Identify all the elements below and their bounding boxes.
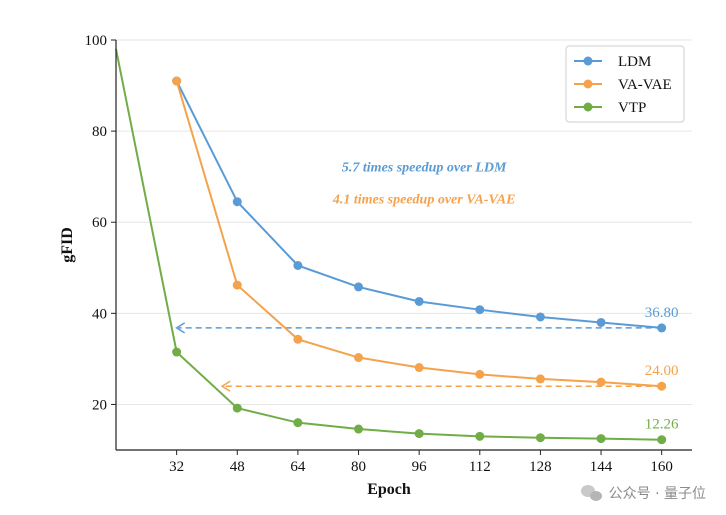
data-point [232, 280, 242, 290]
y-axis-title: gFID [59, 227, 76, 263]
end-value-label: 36.80 [645, 305, 679, 321]
x-tick-label: 112 [469, 459, 491, 475]
watermark: 公众号 · 量子位 [580, 483, 706, 503]
data-point [596, 317, 606, 327]
chart-labels: 5.7 times speedup over LDM 4.1 times spee… [332, 161, 679, 433]
x-tick-label: 144 [590, 459, 613, 475]
data-point [354, 424, 364, 434]
end-value-label: 12.26 [645, 417, 679, 433]
x-tick-label: 32 [169, 459, 184, 475]
data-point [414, 363, 424, 373]
legend-label: LDM [618, 54, 651, 70]
data-point [172, 347, 182, 357]
x-tick-label: 80 [351, 459, 366, 475]
y-tick-label: 40 [92, 306, 107, 322]
wechat-icon [580, 484, 603, 502]
series-line-va-vae [175, 80, 662, 388]
grid-lines [116, 39, 692, 405]
data-point [657, 381, 667, 391]
data-point [475, 431, 485, 441]
speedup-annotation: 4.1 times speedup over VA-VAE [332, 192, 516, 207]
x-tick-label: 128 [529, 459, 552, 475]
y-tick-label: 100 [85, 33, 108, 49]
speedup-arrow-head [175, 322, 186, 334]
speedup-arrows [175, 322, 662, 392]
y-tick-label: 80 [92, 124, 107, 140]
data-point [414, 429, 424, 439]
y-tick-label: 20 [92, 397, 107, 413]
legend-box [565, 45, 685, 123]
legend-swatch-marker [583, 56, 593, 66]
data-point [535, 374, 545, 384]
data-point [475, 369, 485, 379]
data-point [535, 433, 545, 443]
x-tick-label: 48 [230, 459, 245, 475]
legend-swatch-marker [583, 79, 593, 89]
axes: 20 40 60 80 100 32 48 64 80 96 112 128 144 160 Epoch gF… [59, 33, 692, 498]
legend-swatch-marker [583, 102, 593, 112]
series-lines [115, 48, 667, 445]
data-point [232, 197, 242, 207]
data-point [414, 296, 424, 306]
data-point [354, 353, 364, 363]
data-point [232, 403, 242, 413]
data-point [172, 76, 182, 86]
x-tick-label: 160 [650, 459, 673, 475]
data-point [535, 312, 545, 322]
x-tick-label: 96 [412, 459, 428, 475]
legend: LDM VA-VAE VTP [565, 45, 685, 123]
speedup-annotation: 5.7 times speedup over LDM [342, 161, 507, 176]
data-point [354, 282, 364, 292]
data-point [293, 261, 303, 270]
x-axis-title: Epoch [367, 481, 411, 498]
legend-label: VTP [618, 100, 646, 116]
speedup-arrow-head [220, 380, 231, 392]
legend-label: VA-VAE [618, 77, 672, 93]
x-tick-label: 64 [290, 459, 306, 475]
data-point [475, 305, 485, 315]
watermark-text: 公众号 · 量子位 [608, 486, 706, 502]
data-point [293, 334, 303, 344]
data-point [293, 418, 303, 428]
y-tick-label: 60 [92, 215, 107, 231]
end-value-label: 24.00 [645, 363, 679, 379]
series-line-vtp [115, 48, 662, 441]
data-point [596, 377, 606, 387]
data-point [657, 323, 667, 333]
data-point [657, 435, 667, 445]
data-point [596, 434, 606, 444]
